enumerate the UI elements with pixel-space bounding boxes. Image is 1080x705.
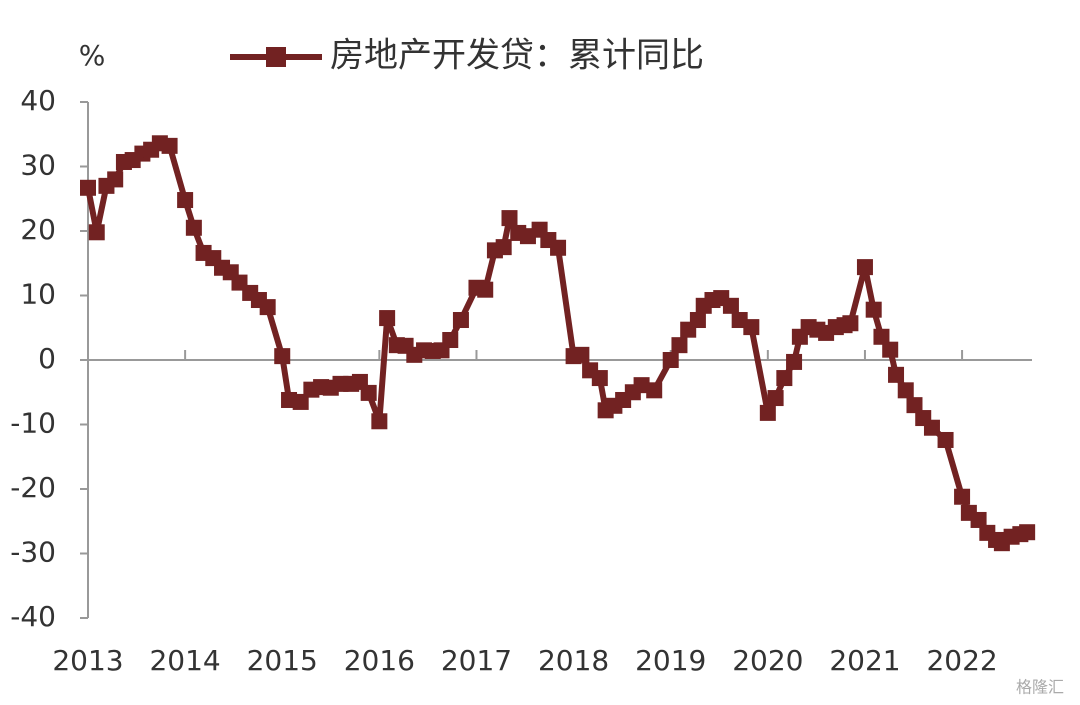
marker xyxy=(786,353,803,370)
x-tick-label: 2020 xyxy=(732,644,803,677)
marker xyxy=(88,224,105,241)
marker xyxy=(591,370,608,387)
legend-label: 房地产开发贷：累计同比 xyxy=(330,36,704,76)
y-tick-label: 40 xyxy=(20,84,56,117)
y-tick-label: -20 xyxy=(10,471,56,504)
x-tick-label: 2014 xyxy=(149,644,220,677)
marker xyxy=(360,384,377,401)
marker xyxy=(888,366,905,383)
marker xyxy=(873,328,890,345)
x-tick-label: 2021 xyxy=(829,644,900,677)
marker xyxy=(722,297,739,314)
x-tick-label: 2022 xyxy=(926,644,997,677)
marker xyxy=(477,281,494,298)
marker xyxy=(550,239,567,256)
marker xyxy=(371,413,388,430)
y-tick-label: 20 xyxy=(20,213,56,246)
y-tick-label: -40 xyxy=(10,600,56,633)
marker xyxy=(633,377,650,394)
marker xyxy=(501,210,518,227)
marker xyxy=(177,192,194,209)
marker xyxy=(842,315,859,332)
marker xyxy=(671,337,688,354)
x-tick-label: 2016 xyxy=(344,644,415,677)
marker xyxy=(923,419,940,436)
marker xyxy=(906,397,923,414)
marker xyxy=(856,259,873,276)
y-tick-label: 10 xyxy=(20,278,56,311)
marker xyxy=(759,404,776,421)
marker xyxy=(274,348,291,365)
marker xyxy=(897,382,914,399)
y-tick-label: 0 xyxy=(38,342,56,375)
y-axis-label: % xyxy=(79,39,106,72)
marker xyxy=(970,511,987,528)
y-tick-label: -30 xyxy=(10,536,56,569)
marker xyxy=(107,171,124,188)
marker xyxy=(767,390,784,407)
marker xyxy=(937,431,954,448)
marker xyxy=(80,179,96,196)
watermark: 格隆汇 xyxy=(1016,678,1064,697)
marker xyxy=(161,137,178,154)
y-tick-label: 30 xyxy=(20,149,56,182)
marker xyxy=(646,382,663,399)
x-tick-label: 2019 xyxy=(635,644,706,677)
x-tick-label: 2015 xyxy=(247,644,318,677)
marker xyxy=(689,312,706,329)
y-tick-label: -10 xyxy=(10,407,56,440)
marker xyxy=(442,332,459,349)
marker xyxy=(1019,524,1036,541)
marker xyxy=(452,312,469,329)
marker xyxy=(495,239,512,256)
x-tick-label: 2018 xyxy=(538,644,609,677)
marker xyxy=(882,341,899,358)
x-tick-label: 2013 xyxy=(52,644,123,677)
marker xyxy=(292,393,309,410)
marker xyxy=(865,301,882,318)
marker xyxy=(954,488,971,505)
legend-marker xyxy=(266,47,286,67)
marker xyxy=(259,299,276,316)
marker xyxy=(743,319,760,336)
marker xyxy=(662,352,679,368)
marker xyxy=(379,310,396,327)
marker xyxy=(776,370,793,387)
marker xyxy=(573,346,590,363)
x-tick-label: 2017 xyxy=(441,644,512,677)
marker xyxy=(185,219,202,236)
